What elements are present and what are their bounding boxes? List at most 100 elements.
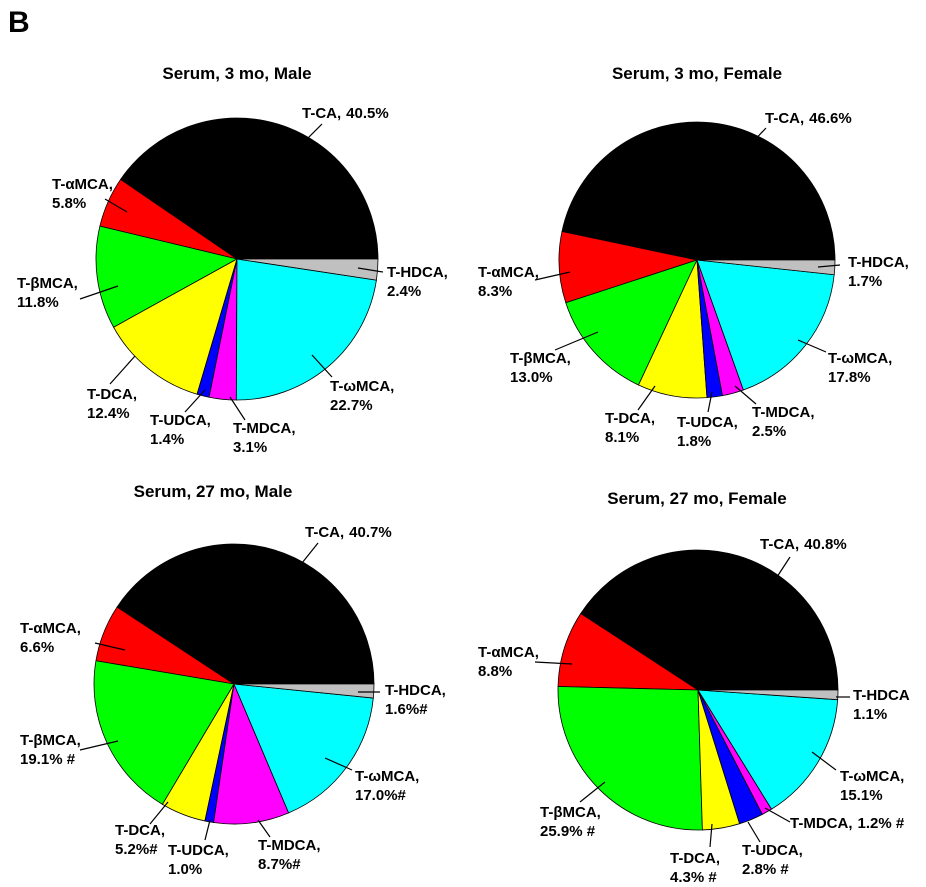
pie-slice xyxy=(561,121,836,261)
slice-label: T-MDCA, 2.5% xyxy=(752,404,815,440)
slice-label: T-HDCA, 1.6%# xyxy=(385,682,446,718)
slice-category: T-βMCA, xyxy=(20,732,81,749)
slice-category: T-αMCA, xyxy=(20,620,81,637)
leader-line xyxy=(184,389,206,413)
slice-category: T-βMCA, xyxy=(17,275,78,292)
slice-value-label: 2.4% xyxy=(387,283,421,300)
leader-line xyxy=(324,757,353,771)
slice-value-label: 25.9% # xyxy=(540,823,596,840)
leader-line xyxy=(297,542,319,569)
leader-line xyxy=(734,385,757,405)
slice-label: T-βMCA, 19.1% # xyxy=(20,732,81,768)
pie-slice xyxy=(233,683,375,699)
leader-line xyxy=(797,339,827,353)
leader-line xyxy=(311,354,333,378)
leader-line xyxy=(747,127,767,148)
slice-label: T-ωMCA, 15.1% xyxy=(840,768,904,804)
slice-label: T-HDCA, 1.7% xyxy=(848,254,909,290)
slice-category: T-UDCA, xyxy=(742,842,803,859)
pie-slice xyxy=(95,225,239,328)
slice-value-label: 8.1% xyxy=(605,429,639,446)
leader-line xyxy=(79,285,119,300)
slice-category: T-UDCA, xyxy=(168,842,229,859)
slice-value-label: 2.8% # xyxy=(742,861,789,878)
slice-label: T-CA, 40.7% xyxy=(305,524,392,541)
slice-category: T-ωMCA, xyxy=(330,378,394,395)
slice-category: T-CA, xyxy=(305,524,344,541)
slice-label: T-MDCA, 8.7%# xyxy=(258,837,321,873)
slice-value-label: 5.2%# xyxy=(115,841,158,858)
slice-category: T-ωMCA, xyxy=(355,768,419,785)
pie-slice xyxy=(93,660,235,805)
slice-category: T-MDCA, xyxy=(258,837,321,854)
slice-label: T-βMCA, 11.8% xyxy=(17,275,78,311)
pie-slice xyxy=(235,258,377,401)
slice-category: T-MDCA, xyxy=(790,815,853,832)
pie-slice xyxy=(113,258,238,395)
slice-value-label: 40.7% xyxy=(349,524,392,541)
slice-label: T-HDCA, 2.4% xyxy=(387,264,448,300)
slice-category: T-CA, xyxy=(302,105,341,122)
slice-value-label: 15.1% xyxy=(840,787,883,804)
slice-value-label: 1.4% xyxy=(150,431,184,448)
slice-value-label: 46.6% xyxy=(809,110,852,127)
leader-line xyxy=(579,781,606,803)
slice-category: T-ωMCA, xyxy=(840,768,904,785)
chart-title: Serum, 27 mo, Male xyxy=(134,482,293,501)
pie-slice xyxy=(565,259,698,386)
slice-value-label: 22.7% xyxy=(330,397,373,414)
slice-label: T-βMCA, 13.0% xyxy=(510,350,571,386)
leader-line xyxy=(299,123,323,147)
slice-category: T-αMCA, xyxy=(478,264,539,281)
pie-slice xyxy=(697,689,839,701)
slice-category: T-DCA, xyxy=(605,410,655,427)
leader-line xyxy=(204,819,211,841)
slice-label: T-DCA, 8.1% xyxy=(605,410,655,446)
slice-value-label: 17.8% xyxy=(828,369,871,386)
slice-label: T-HDCA 1.1% xyxy=(853,687,910,723)
slice-label: T-UDCA, 1.0% xyxy=(168,842,229,878)
leader-line xyxy=(554,331,599,351)
slice-value-label: 4.3% # xyxy=(670,869,717,886)
slice-value-label: 19.1% # xyxy=(20,751,76,768)
slice-label: T-ωMCA, 22.7% xyxy=(330,378,394,414)
slice-category: T-HDCA, xyxy=(385,682,446,699)
chart-title: Serum, 3 mo, Male xyxy=(162,64,311,83)
slice-value-label: 1.0% xyxy=(168,861,202,878)
slice-label: T-CA, 46.6% xyxy=(765,110,852,127)
slice-label: T-αMCA, 6.6% xyxy=(20,620,81,656)
leader-line xyxy=(534,271,571,281)
slice-label: T-αMCA, 8.3% xyxy=(478,264,539,300)
slice-label: T-αMCA, 5.8% xyxy=(52,176,113,212)
slice-category: T-MDCA, xyxy=(233,420,296,437)
slice-label: T-DCA, 4.3% # xyxy=(670,850,720,886)
slice-label: T-βMCA, 25.9% # xyxy=(540,804,601,840)
slice-label: T-UDCA, 1.4% xyxy=(150,412,211,448)
slice-label: T-MDCA, 1.2% # xyxy=(790,815,905,832)
slice-category: T-UDCA, xyxy=(150,412,211,429)
slice-label: T-MDCA, 3.1% xyxy=(233,420,296,456)
pie-slice xyxy=(120,117,379,260)
slice-category: T-HDCA xyxy=(853,687,910,704)
slice-label: T-αMCA, 8.8% xyxy=(478,644,539,680)
slice-value-label: 11.8% xyxy=(17,294,59,311)
slice-value-label: 6.6% xyxy=(20,639,54,656)
panel-label: B xyxy=(8,6,30,39)
slice-label: T-DCA, 5.2%# xyxy=(115,822,165,858)
slice-category: T-CA, xyxy=(765,110,804,127)
slice-value-label: 40.5% xyxy=(346,105,389,122)
pie-slice xyxy=(696,259,835,391)
slice-value-label: 1.7% xyxy=(848,273,882,290)
leader-line xyxy=(709,823,713,848)
slice-category: T-βMCA, xyxy=(510,350,571,367)
slice-category: T-DCA, xyxy=(115,822,165,839)
slice-value-label: 8.7%# xyxy=(258,856,301,873)
leader-line xyxy=(707,391,713,413)
leader-line xyxy=(94,642,126,651)
slice-category: T-HDCA, xyxy=(848,254,909,271)
leader-line xyxy=(257,819,271,838)
slice-category: T-DCA, xyxy=(87,386,137,403)
slice-category: T-HDCA, xyxy=(387,264,448,281)
slice-category: T-ωMCA, xyxy=(828,350,892,367)
